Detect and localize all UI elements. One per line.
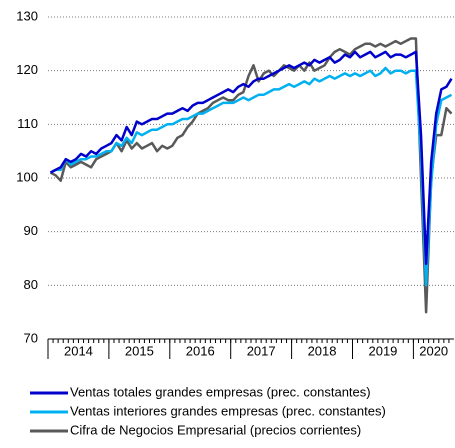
y-tick-label: 100 [16,169,38,184]
series-line [49,66,453,287]
legend-label: Cifra de Negocios Empresarial (precios c… [70,422,361,437]
y-tick-label: 90 [24,223,38,238]
x-tick-label: 2020 [419,343,448,358]
y-tick-label: 110 [17,116,38,131]
x-tick-label: 2016 [186,343,215,358]
y-tick-label: 80 [24,277,38,292]
x-tick-label: 2019 [368,343,397,358]
y-tick-label: 120 [16,62,38,77]
y-tick-label: 130 [16,8,38,23]
series-line [49,37,453,314]
legend-label: Ventas totales grandes empresas (prec. c… [70,384,371,399]
x-tick-label: 2018 [308,343,337,358]
legend-label: Ventas interiores grandes empresas (prec… [70,403,386,418]
x-tick-label: 2014 [64,343,93,358]
series-line [49,50,453,266]
x-tick-label: 2017 [247,343,276,358]
x-tick-label: 2015 [125,343,154,358]
y-tick-label: 70 [24,330,38,345]
